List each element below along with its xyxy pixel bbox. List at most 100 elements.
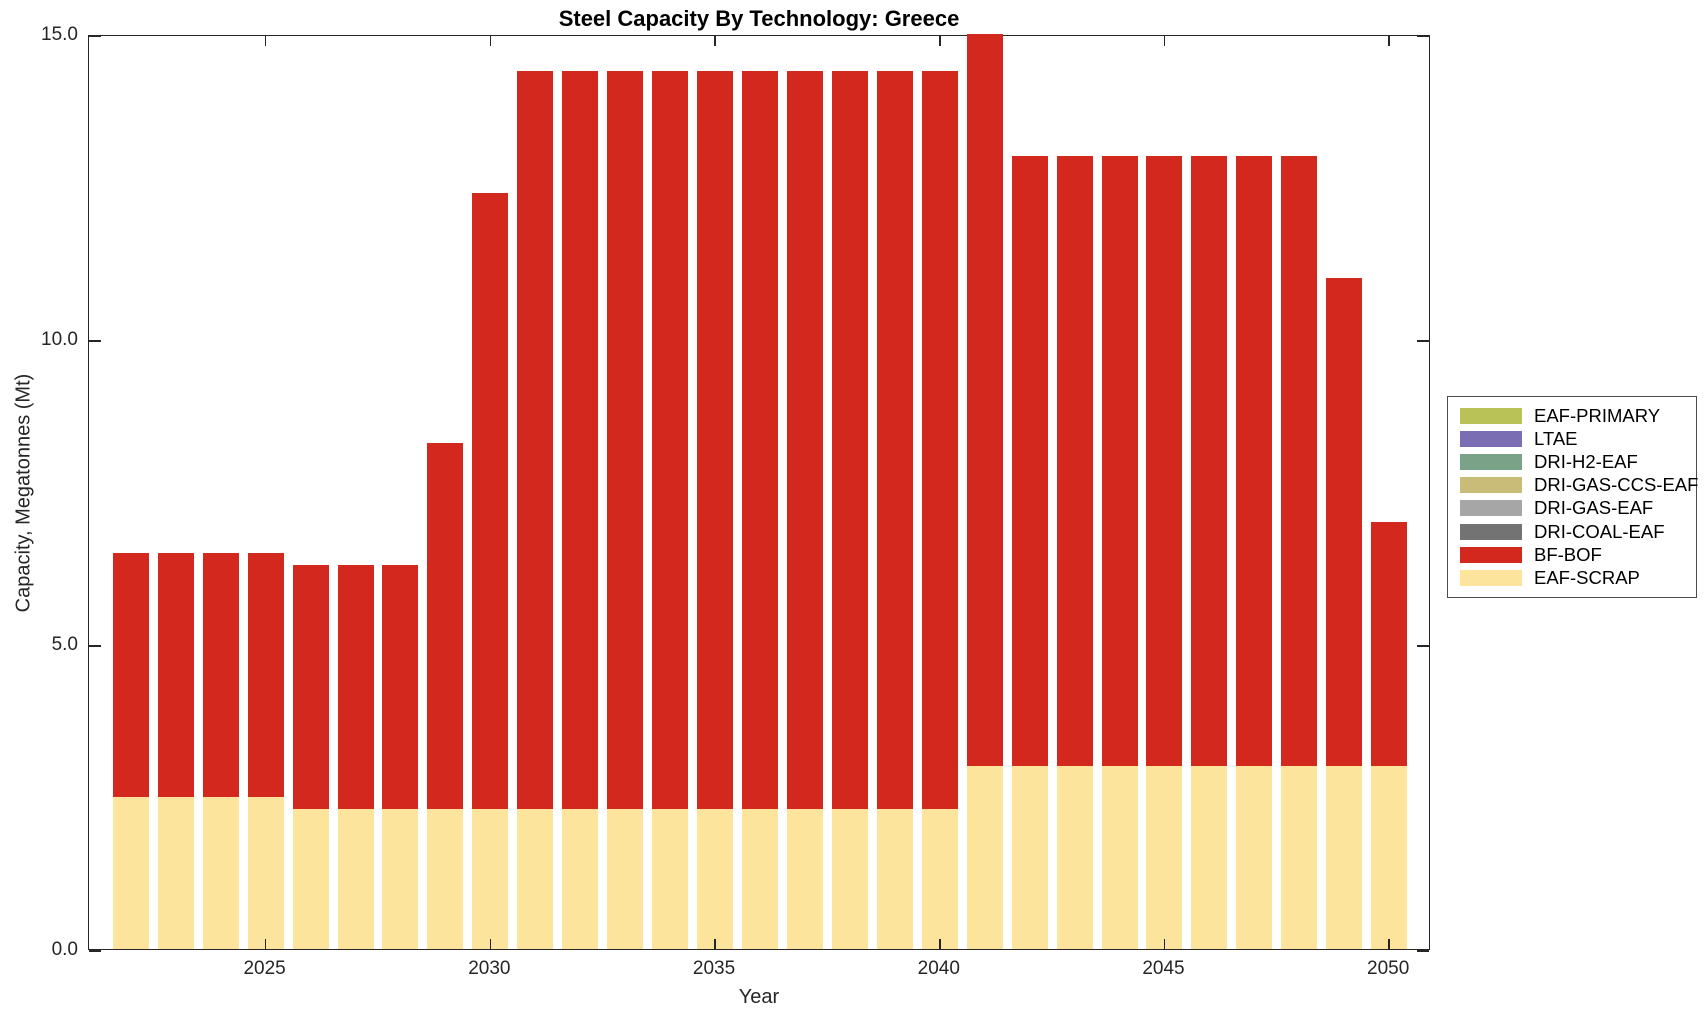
y-tick-label: 15.0: [41, 24, 78, 45]
x-tick: [1388, 939, 1390, 949]
bar-segment-bf-bof-2031: [517, 70, 554, 809]
y-tick: [1417, 35, 1429, 37]
bar-segment-bf-bof-2028: [382, 564, 419, 809]
legend-label: DRI-GAS-CCS-EAF: [1534, 474, 1699, 496]
bar-segment-bf-bof-2035: [697, 70, 734, 809]
bar-segment-eaf-scrap-2038: [831, 808, 868, 949]
legend-swatch: [1460, 500, 1522, 517]
bar-segment-bf-bof-2034: [652, 70, 689, 809]
legend-label: EAF-SCRAP: [1534, 566, 1640, 588]
y-tick: [1417, 950, 1429, 952]
bar-segment-bf-bof-2046: [1191, 156, 1228, 766]
bar-segment-eaf-scrap-2035: [697, 808, 734, 949]
y-tick: [89, 340, 101, 342]
legend-label: DRI-H2-EAF: [1534, 450, 1638, 472]
legend-item-dri-gas-eaf: DRI-GAS-EAF: [1460, 497, 1696, 520]
legend-swatch: [1460, 546, 1522, 563]
bar-segment-bf-bof-2049: [1326, 278, 1363, 766]
bar-segment-eaf-scrap-2043: [1056, 766, 1093, 949]
bar-segment-eaf-scrap-2036: [742, 808, 778, 949]
bar-segment-bf-bof-2037: [786, 70, 823, 809]
bar-segment-eaf-scrap-2041: [966, 766, 1003, 949]
bar-segment-eaf-scrap-2024: [202, 796, 239, 949]
bar-segment-bf-bof-2038: [831, 70, 868, 809]
x-tick: [489, 36, 492, 46]
chart-title: Steel Capacity By Technology: Greece: [558, 6, 960, 31]
x-tick: [714, 36, 716, 46]
x-tick-label: 2040: [917, 958, 960, 979]
bar-segment-eaf-scrap-2025: [247, 796, 284, 949]
legend-item-dri-h2-eaf: DRI-H2-EAF: [1460, 450, 1696, 473]
legend-item-dri-gas-ccs-eaf: DRI-GAS-CCS-EAF: [1460, 474, 1699, 497]
y-tick: [1417, 645, 1429, 647]
bar-segment-eaf-scrap-2031: [517, 808, 554, 949]
legend-swatch: [1460, 569, 1522, 586]
bar-segment-bf-bof-2048: [1281, 156, 1318, 766]
x-tick-label: 2035: [692, 958, 736, 979]
bar-segment-bf-bof-2043: [1056, 156, 1093, 766]
bar-segment-eaf-scrap-2047: [1236, 766, 1273, 949]
legend: EAF-PRIMARY LTAE DRI-H2-EAF DRI-GAS-CCS-EAF…: [1447, 396, 1699, 598]
bar-segment-bf-bof-2044: [1101, 156, 1138, 766]
x-tick-label: 2025: [243, 958, 286, 979]
bar-segment-bf-bof-2025: [247, 552, 284, 797]
y-tick: [89, 950, 101, 952]
y-tick-label: 10.0: [41, 329, 78, 350]
bar-segment-bf-bof-2030: [472, 192, 509, 809]
bar-segment-eaf-scrap-2044: [1101, 766, 1138, 949]
bar-segment-eaf-scrap-2028: [382, 808, 419, 949]
bar-segment-eaf-scrap-2046: [1191, 766, 1228, 949]
bar-segment-eaf-scrap-2030: [472, 808, 509, 949]
x-tick: [939, 939, 941, 949]
y-tick: [89, 35, 101, 37]
x-tick: [1388, 36, 1390, 46]
legend-swatch: [1460, 453, 1522, 470]
legend-item-ltae: LTAE: [1460, 427, 1696, 450]
x-tick: [939, 36, 941, 46]
bar-segment-bf-bof-2023: [157, 552, 194, 797]
bar-segment-bf-bof-2026: [292, 564, 329, 809]
legend-label: EAF-PRIMARY: [1534, 404, 1661, 426]
legend-item-eaf-primary: EAF-PRIMARY: [1460, 404, 1696, 427]
bar-segment-eaf-scrap-2022: [112, 796, 149, 949]
bar-segment-eaf-scrap-2033: [607, 808, 644, 949]
bar-segment-bf-bof-2032: [562, 70, 599, 809]
bar-segment-eaf-scrap-2027: [337, 808, 374, 949]
legend-swatch: [1460, 430, 1522, 447]
bar-segment-bf-bof-2047: [1236, 156, 1273, 766]
legend-label: DRI-GAS-EAF: [1534, 497, 1654, 519]
legend-label: LTAE: [1534, 427, 1578, 449]
x-tick: [1163, 939, 1166, 949]
bar-segment-eaf-scrap-2040: [921, 808, 958, 949]
bar-segment-eaf-scrap-2034: [652, 808, 689, 949]
plot-area: [88, 34, 1430, 952]
bar-segment-eaf-scrap-2037: [786, 808, 823, 949]
bar-segment-eaf-scrap-2049: [1326, 766, 1363, 949]
legend-label: BF-BOF: [1534, 543, 1602, 565]
legend-swatch: [1460, 407, 1522, 424]
x-tick-label: 2050: [1367, 958, 1410, 979]
legend-item-dri-coal-eaf: DRI-COAL-EAF: [1460, 520, 1696, 543]
legend-swatch: [1460, 523, 1522, 540]
bar-segment-eaf-scrap-2029: [427, 808, 464, 949]
bar-segment-bf-bof-2042: [1011, 156, 1048, 766]
x-axis-label: Year: [738, 986, 780, 1008]
bar-segment-eaf-scrap-2042: [1011, 766, 1048, 949]
bar-segment-eaf-scrap-2048: [1281, 766, 1318, 949]
y-tick-label: 0.0: [51, 939, 78, 960]
x-tick: [489, 939, 492, 949]
y-tick: [1417, 340, 1429, 342]
y-tick: [89, 645, 101, 647]
legend-swatch: [1460, 477, 1522, 494]
bar-segment-eaf-scrap-2023: [157, 796, 194, 949]
bar-segment-bf-bof-2040: [921, 70, 958, 809]
legend-item-eaf-scrap: EAF-SCRAP: [1460, 566, 1696, 589]
bar-segment-bf-bof-2027: [337, 564, 374, 809]
bar-segment-eaf-scrap-2045: [1146, 766, 1183, 949]
y-tick-label: 5.0: [51, 634, 78, 655]
bar-segment-bf-bof-2033: [607, 70, 644, 809]
bar-segment-eaf-scrap-2032: [562, 808, 599, 949]
legend-item-bf-bof: BF-BOF: [1460, 543, 1696, 566]
bar-segment-bf-bof-2022: [112, 552, 149, 797]
